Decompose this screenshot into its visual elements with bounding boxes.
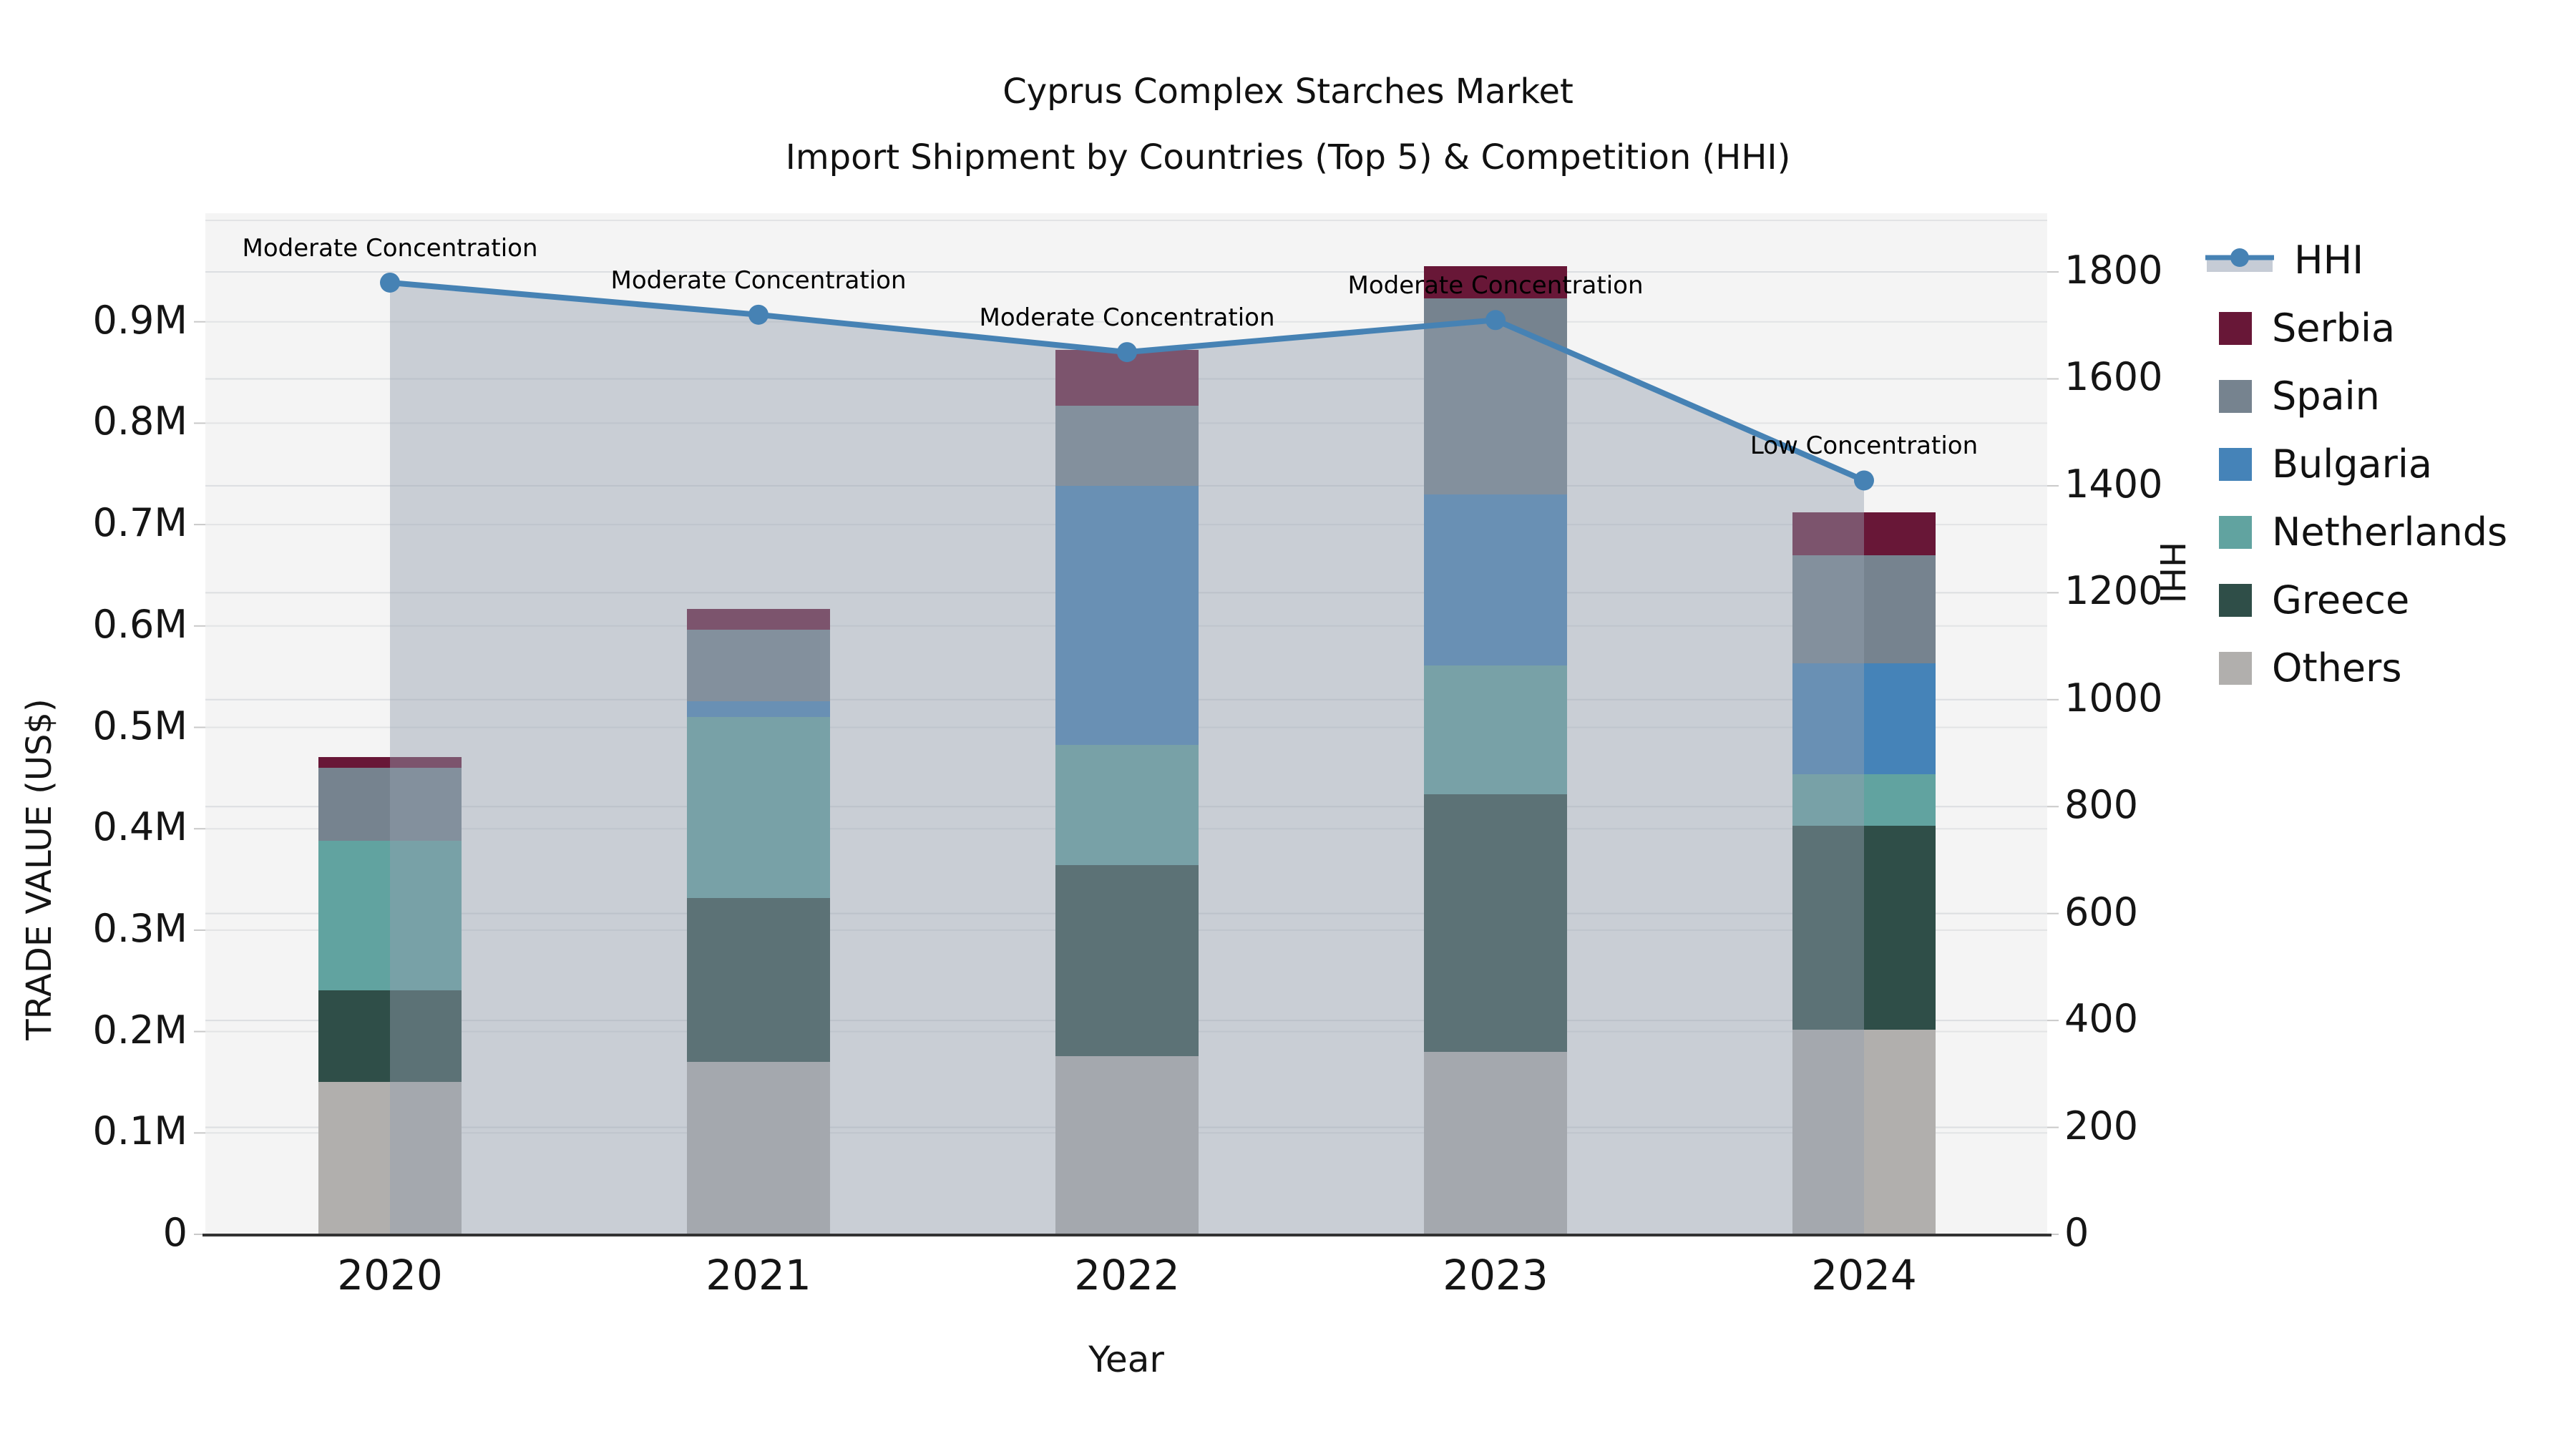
legend-label-greece: Greece	[2272, 577, 2410, 623]
right-tick-400: 400	[2064, 996, 2139, 1042]
bar-segment-others-2021	[687, 1062, 830, 1234]
left-tick-0.9M: 0.9M	[92, 297, 187, 343]
bar-segment-others-2024	[1792, 1029, 1936, 1234]
right-tick-200: 200	[2064, 1103, 2139, 1148]
left-tick-0.7M: 0.7M	[92, 500, 187, 546]
x-tick-2020: 2020	[337, 1251, 443, 1299]
legend-item-bulgaria: Bulgaria	[2205, 430, 2432, 498]
legend-item-serbia: Serbia	[2205, 294, 2395, 362]
chart-title-line1: Cyprus Complex Starches Market	[1002, 72, 1574, 112]
bar-segment-serbia-2020	[318, 756, 462, 769]
bar-segment-netherlands-2024	[1792, 774, 1936, 826]
bar-segment-others-2022	[1055, 1055, 1199, 1234]
bar-segment-netherlands-2020	[318, 841, 462, 990]
bar-segment-others-2023	[1424, 1051, 1567, 1234]
left-axis-title: TRADE VALUE (US$)	[19, 698, 59, 1040]
right-tick-1400: 1400	[2064, 461, 2163, 507]
bar-segment-greece-2024	[1792, 825, 1936, 1030]
hhi-marker-2022	[1117, 342, 1137, 363]
legend-label-bulgaria: Bulgaria	[2272, 441, 2432, 487]
bar-segment-greece-2020	[318, 990, 462, 1083]
bar-segment-greece-2023	[1424, 794, 1567, 1052]
bar-segment-netherlands-2022	[1055, 744, 1199, 866]
bar-segment-bulgaria-2022	[1055, 486, 1199, 745]
hhi-marker-2021	[748, 304, 769, 325]
bar-segment-bulgaria-2021	[687, 701, 830, 718]
left-tick-0.3M: 0.3M	[92, 905, 187, 951]
left-tick-0.1M: 0.1M	[92, 1108, 187, 1154]
x-tick-2021: 2021	[706, 1251, 811, 1299]
right-tick-1800: 1800	[2064, 248, 2163, 293]
annotation-2024: Low Concentration	[1750, 431, 1979, 461]
legend-swatch-greece	[2219, 583, 2252, 617]
left-tick-0.8M: 0.8M	[92, 399, 187, 444]
bar-segment-netherlands-2023	[1424, 665, 1567, 795]
bar-segment-serbia-2021	[687, 608, 830, 630]
left-tick-0.5M: 0.5M	[92, 703, 187, 748]
annotation-2020: Moderate Concentration	[242, 233, 538, 263]
chart-title-line2: Import Shipment by Countries (Top 5) & C…	[785, 137, 1791, 177]
x-tick-2023: 2023	[1443, 1251, 1548, 1299]
right-tick-1600: 1600	[2064, 354, 2163, 400]
hhi-marker-2020	[380, 272, 400, 293]
legend-label-hhi: HHI	[2294, 238, 2364, 283]
legend-swatch-serbia	[2219, 311, 2252, 345]
left-tick-0.2M: 0.2M	[92, 1007, 187, 1053]
left-tick-0.6M: 0.6M	[92, 601, 187, 647]
annotation-2022: Moderate Concentration	[979, 303, 1275, 333]
right-tick-1000: 1000	[2064, 675, 2163, 721]
legend-item-spain: Spain	[2205, 362, 2380, 430]
right-tick-1200: 1200	[2064, 568, 2163, 614]
legend-item-greece: Greece	[2205, 566, 2409, 634]
left-tick-0.4M: 0.4M	[92, 804, 187, 850]
legend-swatch-spain	[2219, 379, 2252, 413]
hhi-area-fill	[390, 282, 1864, 1234]
bar-segment-spain-2024	[1792, 555, 1936, 664]
bar-segment-serbia-2023	[1424, 265, 1567, 299]
legend: HHI Serbia Spain Bulgaria Netherlands Greece O…	[2205, 226, 2570, 713]
bar-segment-spain-2020	[318, 768, 462, 841]
x-axis-title: Year	[1088, 1339, 1164, 1380]
hhi-marker-2023	[1485, 310, 1506, 331]
bar-segment-others-2020	[318, 1082, 462, 1234]
legend-hhi-line-swatch	[2205, 246, 2274, 275]
legend-item-others: Others	[2205, 634, 2401, 702]
legend-item-netherlands: Netherlands	[2205, 498, 2507, 566]
annotation-2021: Moderate Concentration	[610, 265, 907, 295]
bar-segment-greece-2022	[1055, 865, 1199, 1056]
legend-label-others: Others	[2272, 645, 2402, 691]
bar-segment-serbia-2024	[1792, 512, 1936, 555]
legend-swatch-bulgaria	[2219, 447, 2252, 481]
legend-label-netherlands: Netherlands	[2272, 509, 2508, 555]
legend-label-serbia: Serbia	[2272, 306, 2396, 351]
legend-item-hhi: HHI	[2205, 226, 2363, 294]
hhi-marker-2024	[1854, 470, 1874, 491]
legend-swatch-others	[2219, 651, 2252, 685]
bar-segment-bulgaria-2024	[1792, 663, 1936, 774]
left-tick-0: 0	[162, 1210, 187, 1255]
right-tick-800: 800	[2064, 782, 2139, 828]
bar-segment-spain-2023	[1424, 298, 1567, 494]
x-tick-2024: 2024	[1811, 1251, 1917, 1299]
right-tick-600: 600	[2064, 889, 2139, 935]
right-tick-0: 0	[2064, 1210, 2089, 1255]
bar-segment-greece-2021	[687, 897, 830, 1063]
annotation-2023: Moderate Concentration	[1347, 271, 1644, 301]
x-tick-2022: 2022	[1074, 1251, 1180, 1299]
bar-segment-spain-2021	[687, 630, 830, 701]
legend-label-spain: Spain	[2272, 374, 2380, 419]
bar-segment-netherlands-2021	[687, 717, 830, 898]
bar-segment-bulgaria-2023	[1424, 494, 1567, 666]
bar-segment-spain-2022	[1055, 406, 1199, 487]
right-axis-title: HHI	[2152, 541, 2192, 604]
legend-swatch-netherlands	[2219, 515, 2252, 549]
